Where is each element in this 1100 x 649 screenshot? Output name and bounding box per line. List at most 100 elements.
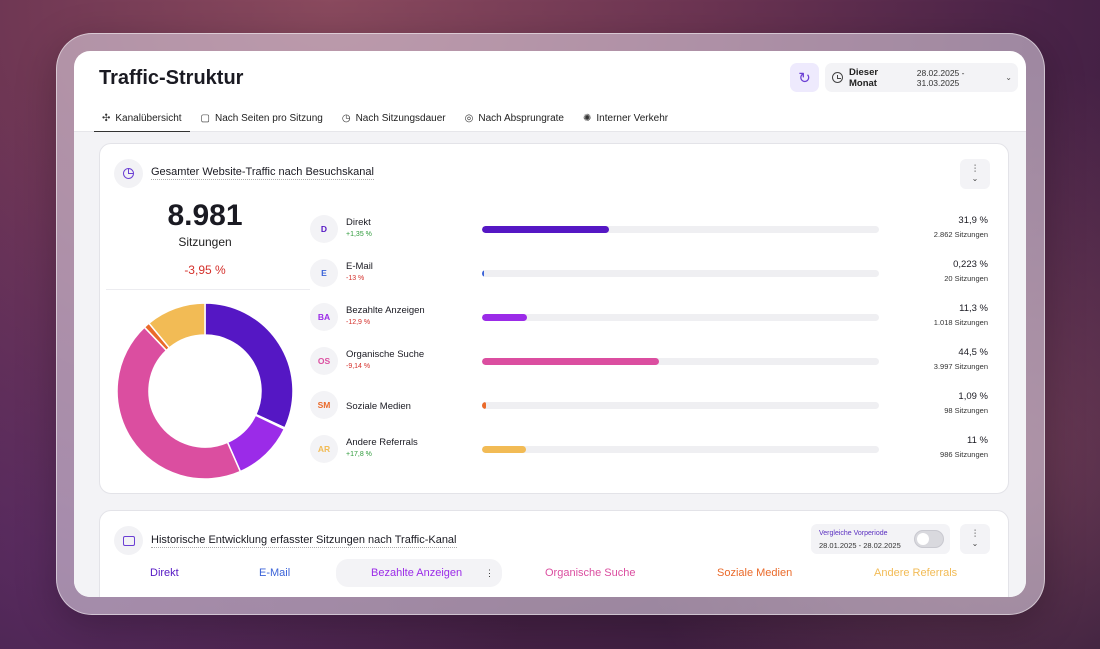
total-change: -3,95 % (184, 263, 226, 277)
donut-slice[interactable] (204, 302, 294, 429)
channel-name: Andere Referrals (346, 437, 418, 448)
total-sessions-value: 8.981 (167, 199, 243, 232)
history-card: Historische Entwicklung erfasster Sitzun… (99, 510, 1009, 597)
channel-row: AR Andere Referrals +17,8 % 11 % 986 Sitzung… (310, 431, 1000, 475)
page-header: Traffic-Struktur ↻ Dieser Monat 28.02.20… (74, 51, 1026, 133)
chevron-down-icon: ⌄ (1005, 73, 1012, 82)
channel-percent: 44,5 % (958, 347, 988, 358)
divider (106, 289, 310, 290)
channel-row: SM Soziale Medien 1,09 % 98 Sitzungen (310, 387, 1000, 431)
page-title: Traffic-Struktur (99, 67, 244, 89)
channel-badge: AR (310, 435, 338, 463)
channel-percent: 11,3 % (959, 303, 988, 314)
clock-icon (832, 72, 843, 83)
compare-range: 28.01.2025 - 28.02.2025 (819, 541, 901, 550)
legend-active-highlight (336, 559, 502, 587)
bounce-icon: ◎ (464, 113, 474, 124)
chevron-down-icon: ⌄ (971, 539, 979, 548)
compare-label: Vergleiche Vorperiode (819, 530, 888, 537)
channel-change: -13 % (346, 275, 365, 282)
tab-absprungrate[interactable]: ◎ Nach Absprungrate (457, 105, 572, 132)
card-icon (114, 526, 143, 555)
channel-share-fill (482, 270, 485, 277)
total-sessions-label: Sitzungen (178, 235, 232, 249)
compare-period: Vergleiche Vorperiode 28.01.2025 - 28.02… (811, 524, 950, 554)
channel-share-fill (482, 402, 487, 409)
tab-sitzungsdauer[interactable]: ◷ Nach Sitzungsdauer (334, 105, 454, 132)
channel-share-bar (482, 226, 879, 233)
channel-name: Organische Suche (346, 349, 425, 360)
channel-badge: BA (310, 303, 338, 331)
legend-item[interactable]: Soziale Medien (717, 567, 793, 579)
history-filter-button[interactable]: ⫶ ⌄ (960, 524, 990, 554)
legend-item[interactable]: Organische Suche (545, 567, 636, 579)
tab-kanaluebersicht[interactable]: ✣ Kanalübersicht (94, 105, 190, 133)
channel-sessions: 20 Sitzungen (944, 274, 988, 283)
channel-share-bar (482, 314, 879, 321)
channel-badge: SM (310, 391, 338, 419)
channel-share-fill (482, 358, 659, 365)
donut-slice[interactable] (116, 326, 242, 480)
legend-item[interactable]: E-Mail (259, 567, 291, 579)
channel-sessions: 1.018 Sitzungen (933, 318, 988, 327)
channel-change: +1,35 % (346, 231, 372, 238)
channel-name: Soziale Medien (346, 401, 411, 412)
channel-row: E E-Mail -13 % 0,223 % 20 Sitzungen (310, 255, 1000, 299)
channel-name: Bezahlte Anzeigen (346, 305, 425, 316)
compare-toggle[interactable] (914, 530, 944, 548)
channel-percent: 31,9 % (958, 215, 988, 226)
channel-sessions: 986 Sitzungen (940, 450, 988, 459)
channel-share-fill (482, 446, 526, 453)
channel-row: OS Organische Suche -9,14 % 44,5 % 3.997 Sit… (310, 343, 1000, 387)
tab-interner-verkehr[interactable]: ✺ Interner Verkehr (575, 105, 676, 132)
channel-change: -9,14 % (346, 363, 371, 370)
channel-name: E-Mail (346, 261, 373, 272)
more-icon[interactable]: ⋮ (485, 568, 494, 578)
timer-icon: ◷ (341, 113, 351, 124)
tab-label: Nach Absprungrate (478, 113, 564, 124)
channel-row: BA Bezahlte Anzeigen -12,9 % 11,3 % 1.018 Si… (310, 299, 1000, 343)
donut-chart (116, 302, 294, 480)
sliders-icon: ⫶ (973, 164, 977, 175)
series-legend: ⋮ Direkt E-Mail Bezahlte Anzeigen Organisch… (100, 559, 1010, 589)
overview-title: Gesamter Website-Traffic nach Besuchskan… (151, 166, 374, 180)
tab-bar: ✣ Kanalübersicht ▢ Nach Seiten pro Sitzu… (94, 105, 679, 133)
channel-change: -12,9 % (346, 319, 371, 326)
channel-row: D Direkt +1,35 % 31,9 % 2.862 Sitzungen (310, 211, 1000, 255)
filter-button[interactable]: ⫶ ⌄ (960, 159, 990, 189)
monitor-chart-icon (122, 535, 135, 546)
history-title: Historische Entwicklung erfasster Sitzun… (151, 534, 457, 548)
refresh-button[interactable]: ↻ (790, 63, 819, 92)
tab-seiten-pro-sitzung[interactable]: ▢ Nach Seiten pro Sitzung (193, 105, 331, 132)
channel-sessions: 3.997 Sitzungen (933, 362, 988, 371)
channel-share-fill (482, 314, 527, 321)
channel-badge: OS (310, 347, 338, 375)
overview-card: Gesamter Website-Traffic nach Besuchskan… (99, 143, 1009, 494)
pie-chart-icon (123, 168, 134, 179)
channel-sessions: 2.862 Sitzungen (933, 230, 988, 239)
tab-label: Interner Verkehr (596, 113, 669, 124)
legend-item[interactable]: Andere Referrals (874, 567, 958, 579)
channel-share-bar (482, 270, 879, 277)
date-range-selector[interactable]: Dieser Monat 28.02.2025 - 31.03.2025 ⌄ (825, 63, 1018, 92)
channel-badge: D (310, 215, 338, 243)
donut-slice[interactable] (147, 302, 206, 349)
main-content: Gesamter Website-Traffic nach Besuchskan… (74, 132, 1026, 597)
channel-percent: 0,223 % (953, 259, 988, 270)
channel-share-bar (482, 402, 879, 409)
card-icon (114, 159, 143, 188)
channel-share-bar (482, 358, 879, 365)
channel-change: +17,8 % (346, 451, 372, 458)
channel-share-bar (482, 446, 879, 453)
legend-item[interactable]: Direkt (150, 567, 179, 579)
chevron-down-icon: ⌄ (971, 174, 979, 183)
legend-item[interactable]: Bezahlte Anzeigen (371, 567, 463, 579)
sliders-icon: ⫶ (973, 529, 977, 540)
tab-label: Nach Seiten pro Sitzung (215, 113, 323, 124)
network-icon: ✣ (102, 113, 111, 124)
channel-percent: 1,09 % (958, 391, 988, 402)
pages-icon: ▢ (200, 113, 210, 124)
toggle-knob (917, 533, 929, 545)
tab-label: Nach Sitzungsdauer (355, 113, 446, 124)
channel-name: Direkt (346, 217, 371, 228)
